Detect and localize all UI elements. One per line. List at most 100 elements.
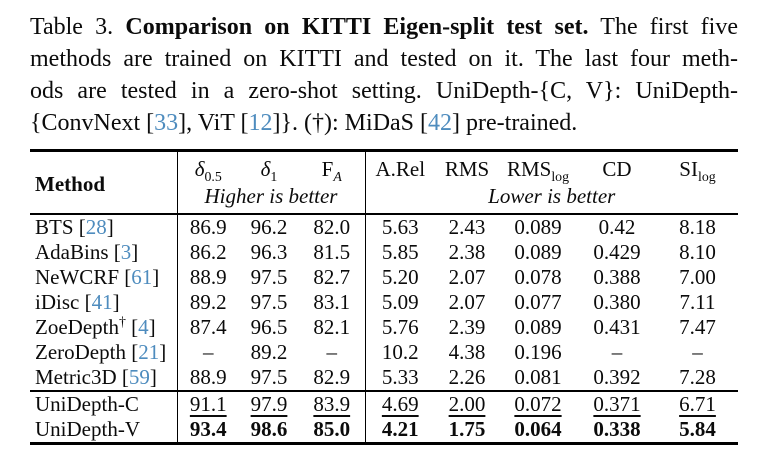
value-cell: 97.5 bbox=[250, 290, 288, 314]
citation-link[interactable]: 41 bbox=[91, 290, 113, 314]
value-cell: 5.20 bbox=[381, 265, 419, 289]
citation-link[interactable]: 4 bbox=[138, 315, 149, 339]
caption-text: ods are tested in a zero-shot setting. U… bbox=[30, 78, 738, 104]
table-row: BTS [28] 86.9 96.2 82.0 5.63 2.43 0.089 0.42 8.1… bbox=[30, 214, 738, 240]
value-cell: 87.4 bbox=[189, 315, 227, 339]
value-cell: 0.089 bbox=[514, 240, 562, 264]
caption-line: ods are tested in a zero-shot setting. U… bbox=[30, 75, 738, 107]
lower-is-better-label: Lower is better bbox=[488, 184, 616, 208]
metric-header-row: Method δ0.5 δ1 FA A.Rel RMS RMSlog CD SI… bbox=[30, 150, 738, 214]
caption-text: Table 3. bbox=[30, 14, 126, 40]
value-cell: 5.09 bbox=[381, 290, 419, 314]
citation-link[interactable]: 61 bbox=[131, 265, 153, 289]
value-cell: 7.47 bbox=[679, 315, 716, 339]
value-cell: 81.5 bbox=[299, 240, 366, 265]
method-cell: iDisc [41] bbox=[30, 290, 178, 315]
table-row: AdaBins [3] 86.2 96.3 81.5 5.85 2.38 0.089 0.42… bbox=[30, 240, 738, 265]
value-cell: 0.429 bbox=[593, 240, 641, 264]
table-row: iDisc [41] 89.2 97.5 83.1 5.09 2.07 0.077 0.380… bbox=[30, 290, 738, 315]
method-cell: AdaBins [3] bbox=[30, 240, 178, 265]
citation-link[interactable]: 21 bbox=[138, 340, 160, 364]
table-row: NeWCRF [61] 88.9 97.5 82.7 5.20 2.07 0.078 0.38… bbox=[30, 265, 738, 290]
value-cell: – bbox=[299, 340, 366, 365]
value-cell: 85.0 bbox=[299, 417, 366, 444]
table-row: ZeroDepth [21] –89.2–10.2 4.38 0.196– – bbox=[30, 340, 738, 365]
value-cell: 0.338 bbox=[593, 417, 641, 441]
value-cell: 5.33 bbox=[381, 365, 419, 389]
value-cell: 88.9 bbox=[189, 365, 227, 389]
citation-link[interactable]: 28 bbox=[85, 215, 107, 239]
group-label-row: Higher is better Lower is better bbox=[30, 184, 738, 214]
caption-text: ], ViT [ bbox=[178, 110, 249, 136]
value-cell: 83.9 bbox=[299, 391, 366, 417]
value-cell: 97.9 bbox=[250, 392, 288, 416]
value-cell: 2.39 bbox=[448, 315, 486, 339]
caption-line: {ConvNext [33], ViT [12]}. (†): MiDaS [4… bbox=[30, 107, 738, 139]
value-cell: 0.072 bbox=[514, 392, 562, 416]
citation-link[interactable]: 12 bbox=[248, 110, 273, 136]
citation-link[interactable]: 3 bbox=[120, 240, 132, 264]
col-header-delta05: δ0.5 bbox=[194, 157, 222, 184]
table-body-main: BTS [28] 86.9 96.2 82.0 5.63 2.43 0.089 0.42 8.1… bbox=[30, 214, 738, 391]
value-cell: 0.42 bbox=[598, 215, 636, 239]
caption-text: {ConvNext [ bbox=[30, 110, 155, 136]
value-cell: 10.2 bbox=[381, 340, 419, 364]
value-cell: 2.26 bbox=[448, 365, 486, 389]
method-cell: ZeroDepth [21] bbox=[30, 340, 178, 365]
value-cell: 98.6 bbox=[250, 417, 288, 441]
value-cell: 91.1 bbox=[189, 392, 227, 416]
col-header-arel: A.Rel bbox=[375, 157, 426, 181]
value-cell: 97.5 bbox=[250, 265, 288, 289]
value-cell: 86.2 bbox=[189, 240, 227, 264]
value-cell: 5.63 bbox=[381, 215, 419, 239]
col-header-rms: RMS bbox=[444, 157, 490, 181]
citation-link[interactable]: 33 bbox=[154, 110, 179, 136]
table-header: Method δ0.5 δ1 FA A.Rel RMS RMSlog CD SI… bbox=[30, 150, 738, 214]
method-cell: BTS [28] bbox=[30, 214, 178, 240]
value-cell: 86.9 bbox=[189, 215, 227, 239]
method-cell: UniDepth-C bbox=[30, 391, 178, 417]
col-header-silog: SIlog bbox=[679, 157, 716, 184]
value-cell: 82.7 bbox=[299, 265, 366, 290]
value-cell: 0.392 bbox=[593, 365, 641, 389]
value-cell: 0.077 bbox=[514, 290, 562, 314]
value-cell: 0.388 bbox=[593, 265, 641, 289]
table-row: UniDepth-C 91.1 97.9 83.9 4.69 2.00 0.072 0.371… bbox=[30, 391, 738, 417]
value-cell: – bbox=[203, 340, 214, 364]
citation-link[interactable]: 59 bbox=[128, 365, 150, 389]
value-cell: 0.431 bbox=[593, 315, 641, 339]
table-body-unidepth: UniDepth-C 91.1 97.9 83.9 4.69 2.00 0.072 0.371… bbox=[30, 391, 738, 444]
caption-line: methods are trained on KITTI and tested … bbox=[30, 43, 738, 75]
value-cell: 88.9 bbox=[189, 265, 227, 289]
value-cell: 1.75 bbox=[448, 417, 486, 441]
value-cell: 93.4 bbox=[189, 417, 227, 441]
value-cell: 0.089 bbox=[514, 215, 562, 239]
method-cell: UniDepth-V bbox=[30, 417, 178, 444]
col-header-fa: FA bbox=[299, 150, 366, 184]
value-cell: 83.1 bbox=[299, 290, 366, 315]
method-cell: ZoeDepth† [4] bbox=[30, 315, 178, 340]
value-cell: 0.078 bbox=[514, 265, 562, 289]
value-cell: 5.76 bbox=[381, 315, 419, 339]
value-cell: 4.38 bbox=[448, 340, 486, 364]
higher-is-better-label: Higher is better bbox=[177, 184, 366, 214]
value-cell: 0.064 bbox=[514, 417, 562, 441]
paper-page: Table 3. Comparison on KITTI Eigen-split… bbox=[0, 11, 762, 445]
citation-link[interactable]: 42 bbox=[428, 110, 453, 136]
value-cell: 7.11 bbox=[679, 290, 716, 314]
value-cell: 2.07 bbox=[448, 265, 486, 289]
value-cell: – bbox=[611, 340, 623, 364]
value-cell: 97.5 bbox=[250, 365, 288, 389]
value-cell: 0.081 bbox=[514, 365, 562, 389]
value-cell: – bbox=[692, 340, 703, 364]
value-cell: 96.3 bbox=[250, 240, 288, 264]
value-cell: 0.089 bbox=[514, 315, 562, 339]
value-cell: 0.371 bbox=[593, 392, 641, 416]
results-table: Method δ0.5 δ1 FA A.Rel RMS RMSlog CD SI… bbox=[30, 149, 738, 445]
caption-text: ]}. (†): MiDaS [ bbox=[272, 110, 429, 136]
value-cell: 89.2 bbox=[250, 340, 288, 364]
table-row: Metric3D [59] 88.9 97.5 82.9 5.33 2.26 0.081 0.… bbox=[30, 365, 738, 391]
value-cell: 7.00 bbox=[679, 265, 716, 289]
caption-text: ] pre-trained. bbox=[452, 110, 578, 136]
method-cell: NeWCRF [61] bbox=[30, 265, 178, 290]
